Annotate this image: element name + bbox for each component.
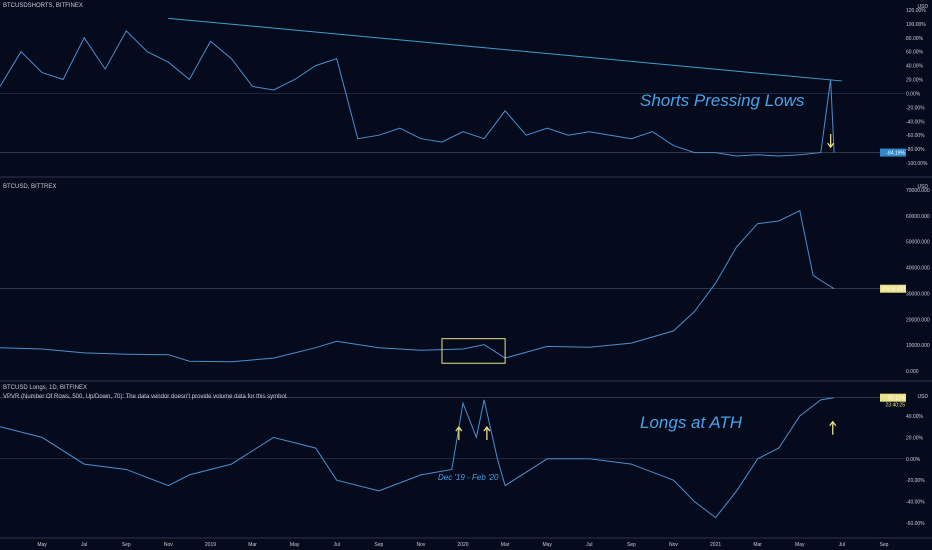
y-tick-label: 50000.000: [906, 240, 930, 246]
price-pane-title: BTCUSD, BITTREX: [3, 184, 57, 190]
x-tick-label: Mar: [501, 542, 510, 548]
y-tick-label: 20.00%: [906, 435, 924, 441]
current-value-tag: [880, 393, 906, 402]
y-tick-label: -20.00%: [906, 105, 925, 111]
y-axis-unit: USD: [917, 184, 928, 190]
y-tick-label: 100.00%: [906, 22, 926, 28]
x-tick-label: May: [290, 542, 300, 548]
x-tick-label: 2021: [710, 542, 721, 548]
y-tick-label: 20000.000: [906, 317, 930, 323]
x-tick-label: Mar: [248, 542, 257, 548]
y-tick-label: 0.000: [906, 369, 919, 375]
x-tick-label: Sep: [122, 542, 131, 548]
y-tick-label: 10000.000: [906, 343, 930, 349]
y-tick-label: -100.00%: [906, 161, 928, 167]
arrow-head: [829, 420, 837, 427]
current-value-label: -84.19%: [886, 151, 905, 157]
x-tick-label: 2020: [457, 542, 468, 548]
period-annotation: Dec '19 - Feb '20: [438, 473, 499, 482]
longs-annotation: Longs at ATH: [640, 413, 743, 432]
x-tick-label: Sep: [374, 542, 383, 548]
shorts-annotation: Shorts Pressing Lows: [640, 91, 805, 110]
up-arrow-icon: [483, 425, 491, 441]
y-tick-label: 40.00%: [906, 414, 924, 420]
x-tick-label: Nov: [416, 542, 425, 548]
y-tick-label: 0.00%: [906, 91, 921, 97]
down-arrow-icon: [827, 134, 835, 149]
secondary-value-label: 23:40:25: [886, 403, 906, 409]
highlight-box: [441, 338, 506, 364]
x-tick-label: 2019: [205, 542, 216, 548]
series-line: [0, 30, 835, 157]
x-tick-label: Sep: [880, 542, 889, 548]
y-tick-label: 60.00%: [906, 50, 924, 56]
longs-pane-subtitle: VPVR (Number Of Rows, 500, Up/Down, 70):…: [3, 394, 288, 400]
y-tick-label: -40.00%: [906, 500, 925, 506]
y-tick-label: 40000.000: [906, 266, 930, 272]
up-arrow-icon: [829, 420, 837, 435]
series-line: [0, 209, 835, 363]
y-tick-label: -40.00%: [906, 119, 925, 125]
y-tick-label: 20.00%: [906, 78, 924, 84]
y-tick-label: 120.00%: [906, 8, 926, 14]
y-axis-unit: USD: [917, 394, 928, 400]
arrow-head: [455, 425, 463, 432]
x-tick-label: May: [795, 542, 805, 548]
y-tick-label: -60.00%: [906, 133, 925, 139]
y-tick-label: 0.00%: [906, 457, 921, 463]
current-value-tag: [880, 284, 906, 293]
current-value-label: 57.11%: [888, 396, 905, 402]
x-tick-label: Mar: [753, 542, 762, 548]
x-tick-label: Jul: [334, 542, 340, 548]
current-value-label: 31816.420: [881, 287, 905, 293]
x-tick-label: Nov: [669, 542, 678, 548]
x-tick-label: Jul: [839, 542, 845, 548]
arrow-head: [827, 142, 835, 149]
trendline: [168, 17, 842, 82]
y-tick-label: 60000.000: [906, 214, 930, 220]
y-tick-label: 80.00%: [906, 36, 924, 42]
x-tick-label: May: [542, 542, 552, 548]
shorts-pane-title: BTCUSDSHORTS, BITFINEX: [3, 3, 83, 9]
y-tick-label: 40.00%: [906, 64, 924, 70]
up-arrow-icon: [455, 425, 463, 441]
y-tick-label: -60.00%: [906, 521, 925, 527]
y-tick-label: -80.00%: [906, 147, 925, 153]
y-tick-label: 70000.000: [906, 188, 930, 194]
x-tick-label: May: [37, 542, 47, 548]
y-tick-label: 30000.000: [906, 291, 930, 297]
y-axis-unit: USD: [917, 4, 928, 10]
x-tick-label: Sep: [627, 542, 636, 548]
x-tick-label: Jul: [81, 542, 87, 548]
longs-pane-title: BTCUSD Longs, 1D, BITFINEX: [3, 385, 88, 391]
arrow-head: [483, 425, 491, 432]
x-tick-label: Jul: [586, 542, 592, 548]
y-tick-label: -20.00%: [906, 478, 925, 484]
current-value-tag: [880, 148, 906, 157]
x-tick-label: Nov: [164, 542, 173, 548]
series-line: [0, 397, 835, 519]
